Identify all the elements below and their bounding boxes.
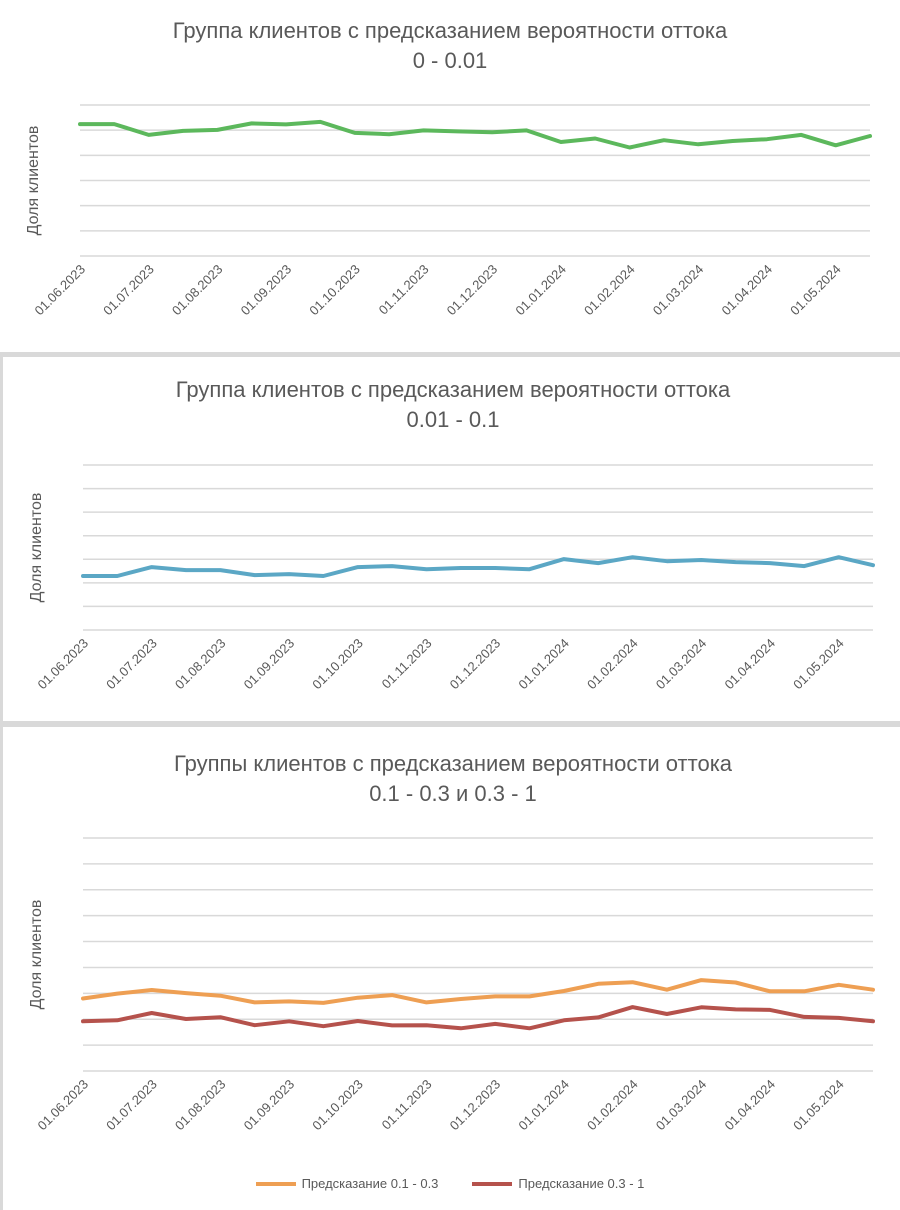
chart-3-subtitle: 0.1 - 0.3 и 0.3 - 1: [369, 781, 537, 806]
x-tick-label: 01.02.2024: [584, 1077, 641, 1134]
x-tick-label: 01.11.2023: [379, 1077, 435, 1133]
x-tick-label: 01.02.2024: [584, 636, 641, 693]
x-tick-label: 01.04.2024: [718, 262, 775, 319]
chart-2-plot: Доля клиентов 01.06.2023 01.07.2023 01.08.2…: [28, 464, 875, 693]
x-tick-label: 01.07.2023: [100, 262, 157, 319]
x-tick-label: 01.01.2024: [515, 1077, 572, 1134]
y-axis-label: Доля клиентов: [25, 126, 42, 236]
x-tick-label: 01.01.2024: [512, 262, 569, 319]
x-tick-label: 01.09.2023: [238, 262, 295, 319]
legend-label: Предсказание 0.3 - 1: [518, 1176, 645, 1191]
x-tick-label: 01.04.2024: [721, 1077, 778, 1134]
x-tick-label: 01.12.2023: [447, 1077, 504, 1134]
chart-2-title-line: Группа клиентов с предсказанием вероятно…: [175, 377, 731, 402]
series-line-2-1: [81, 555, 875, 578]
chart-1-title-line: Группа клиентов с предсказанием вероятно…: [172, 18, 728, 43]
x-tick-label: 01.06.2023: [31, 262, 88, 319]
x-tick-label: 01.03.2024: [653, 636, 710, 693]
chart-1-plot: Доля клиентов 01.06.2023 01.07.2023 01.08.2…: [25, 104, 872, 319]
chart-2-subtitle: 0.01 - 0.1: [406, 407, 500, 432]
series-line-1-1: [78, 119, 872, 150]
x-tick-label: 01.03.2024: [650, 262, 707, 319]
x-tick-label: 01.07.2023: [103, 1077, 160, 1134]
x-tick-label: 01.08.2023: [172, 1077, 229, 1134]
x-tick-label: 01.05.2024: [790, 1077, 847, 1134]
chart-panel-2: Группа клиентов с предсказанием вероятно…: [0, 357, 900, 721]
chart-1-subtitle: 0 - 0.01: [412, 48, 488, 73]
x-tick-label: 01.04.2024: [721, 636, 778, 693]
x-tick-label: 01.05.2024: [787, 262, 844, 319]
x-tick-label: 01.03.2024: [653, 1077, 710, 1134]
x-tick-label: 01.09.2023: [241, 636, 298, 693]
x-tick-label: 01.02.2024: [581, 262, 638, 319]
chart-3-legend: Предсказание 0.1 - 0.3 Предсказание 0.3 …: [0, 1176, 900, 1191]
y-axis-label: Доля клиентов: [28, 493, 45, 603]
chart-panel-1: Группа клиентов с предсказанием вероятно…: [0, 0, 900, 352]
divider: [0, 352, 900, 357]
chart-3-title-line: Группы клиентов с предсказанием вероятно…: [173, 751, 733, 776]
x-tick-label: 01.09.2023: [241, 1077, 298, 1134]
series-line-3-1: [81, 978, 875, 1005]
divider: [0, 721, 900, 727]
x-tick-label: 01.11.2023: [379, 636, 435, 692]
series-line-3-2: [81, 1005, 875, 1031]
legend-swatch-red: [472, 1181, 513, 1186]
x-tick-label: 01.05.2024: [790, 636, 847, 693]
x-tick-label: 01.07.2023: [103, 636, 160, 693]
x-tick-label: 01.06.2023: [34, 1077, 91, 1134]
legend-label: Предсказание 0.1 - 0.3: [301, 1176, 439, 1191]
x-tick-label: 01.08.2023: [169, 262, 226, 319]
x-tick-label: 01.12.2023: [447, 636, 504, 693]
legend-item-red: Предсказание 0.3 - 1: [472, 1176, 644, 1191]
chart-1-title: Группа клиентов с предсказанием вероятно…: [0, 16, 900, 76]
x-tick-label: 01.11.2023: [376, 262, 432, 318]
chart-panel-3: Группы клиентов с предсказанием вероятно…: [0, 727, 900, 1210]
chart-3-plot: Доля клиентов 01.06.2023 01.07.2023 01.08.2…: [28, 837, 875, 1134]
x-tick-label: 01.10.2023: [309, 1077, 366, 1134]
chart-2-title: Группа клиентов с предсказанием вероятно…: [3, 375, 900, 435]
x-tick-label: 01.08.2023: [172, 636, 229, 693]
x-tick-label: 01.10.2023: [306, 262, 363, 319]
chart-3-title: Группы клиентов с предсказанием вероятно…: [3, 749, 900, 809]
x-tick-label: 01.01.2024: [515, 636, 572, 693]
x-tick-label: 01.06.2023: [34, 636, 91, 693]
x-tick-label: 01.10.2023: [309, 636, 366, 693]
x-tick-label: 01.12.2023: [444, 262, 501, 319]
legend-swatch-orange: [255, 1181, 296, 1186]
legend-item-orange: Предсказание 0.1 - 0.3: [255, 1176, 439, 1191]
y-axis-label: Доля клиентов: [28, 900, 45, 1010]
